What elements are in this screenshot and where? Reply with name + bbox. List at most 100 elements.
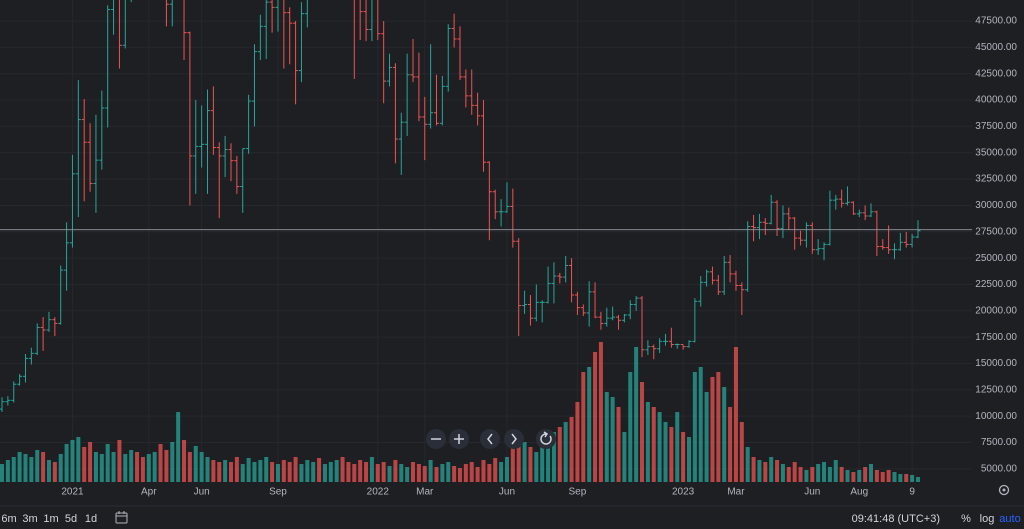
y-tick-label: 30000.00 (975, 200, 1017, 211)
zoom-out-button[interactable] (426, 429, 446, 449)
volume-bar (258, 460, 263, 482)
volume-bar (598, 342, 603, 482)
ohlc-bar (616, 315, 622, 330)
volume-bar (211, 460, 216, 482)
ohlc-bar (363, 0, 369, 42)
ohlc-bar (891, 243, 897, 260)
volume-bar (135, 452, 140, 482)
volume-bar (375, 464, 380, 482)
ohlc-bar (786, 207, 792, 230)
ohlc-bar (52, 317, 58, 337)
volume-bar (111, 452, 116, 482)
y-tick-label: 42500.00 (975, 68, 1017, 79)
ohlc-bar (768, 194, 774, 225)
ohlc-bar (827, 190, 833, 246)
ohlc-bar (122, 0, 126, 49)
range-button[interactable]: 6m (1, 513, 16, 525)
volume-bar (405, 467, 410, 482)
volume-bar (510, 447, 515, 482)
scale-option[interactable]: % (961, 513, 971, 525)
ohlc-bar (845, 186, 851, 206)
volume-bar (463, 464, 468, 482)
volume-bar (634, 347, 639, 482)
range-button[interactable]: 1d (85, 513, 97, 525)
volume-bar (322, 464, 327, 482)
ohlc-bar (40, 317, 46, 351)
volume-pane (0, 342, 920, 482)
volume-bar (863, 467, 868, 482)
volume-bar (5, 460, 10, 482)
volume-bar (833, 460, 838, 482)
ohlc-bar (674, 343, 680, 349)
ohlc-bar (46, 311, 52, 332)
calendar-button[interactable] (115, 511, 128, 524)
zoom-in-button[interactable] (449, 429, 469, 449)
ohlc-bar (733, 270, 739, 291)
reset-button[interactable] (536, 429, 556, 449)
ohlc-bar (222, 135, 228, 177)
ohlc-bar (434, 74, 440, 126)
volume-bar (628, 372, 633, 482)
volume-bar (352, 464, 357, 482)
ohlc-bar (592, 282, 598, 319)
ohlc-bar (87, 123, 93, 192)
volume-bar (722, 387, 727, 482)
ohlc-bar (480, 100, 486, 172)
volume-bar (616, 407, 621, 482)
volume-bar (387, 466, 392, 482)
volume-bar (199, 452, 204, 482)
volume-bar (810, 467, 815, 482)
volume-bar (293, 457, 298, 482)
volume-bar (822, 462, 827, 482)
ohlc-bar (298, 2, 304, 83)
volume-bar (780, 464, 785, 482)
ohlc-bar (34, 323, 40, 356)
volume-bar (733, 347, 738, 482)
ohlc-bar (353, 0, 355, 80)
volume-bar (434, 467, 439, 482)
toolbar: 6m 3m 1m 5d 1d 09:41:48 (UTC+3)% log auto (1, 513, 1020, 525)
ohlc-bar (798, 230, 804, 246)
clock: 09:41:48 (UTC+3) (852, 513, 940, 525)
scroll-left-button[interactable] (480, 429, 500, 449)
ohlc-bar (745, 221, 751, 292)
range-button[interactable]: 1m (43, 513, 58, 525)
range-button[interactable]: 5d (65, 513, 77, 525)
volume-bar (311, 462, 316, 482)
ohlc-bar (22, 353, 28, 383)
volume-bar (704, 392, 709, 482)
ohlc-bar (739, 282, 745, 316)
ohlc-bar (821, 242, 827, 261)
volume-bar (334, 460, 339, 482)
x-tick-label: 2023 (672, 487, 695, 498)
ohlc-bar (833, 194, 839, 210)
range-button[interactable]: 3m (22, 513, 37, 525)
volume-bar (645, 402, 650, 482)
volume-bar (904, 474, 909, 482)
y-tick-label: 25000.00 (975, 253, 1017, 264)
scale-option[interactable]: log (980, 513, 995, 525)
y-tick-label: 32500.00 (975, 174, 1017, 185)
volume-bar (364, 462, 369, 482)
x-tick-label: Jun (804, 487, 820, 498)
volume-bar (428, 460, 433, 482)
scroll-right-button[interactable] (504, 429, 524, 449)
volume-bar (223, 460, 228, 482)
ohlc-bar (58, 265, 64, 325)
settings-button[interactable] (998, 484, 1010, 496)
volume-bar (745, 447, 750, 482)
volume-bar (469, 462, 474, 482)
scale-option[interactable]: auto (999, 513, 1020, 525)
volume-bar (416, 464, 421, 482)
volume-bar (264, 457, 269, 482)
volume-bar (898, 474, 903, 482)
y-tick-label: 20000.00 (975, 305, 1017, 316)
ohlc-bar (856, 209, 862, 218)
volume-bar (587, 367, 592, 482)
x-tick-label: Sep (569, 487, 587, 498)
volume-bar (493, 458, 498, 482)
ohlc-bar (199, 105, 205, 168)
ohlc-bar (469, 69, 475, 115)
volume-bar (193, 446, 198, 482)
ohlc-bar (17, 374, 23, 386)
